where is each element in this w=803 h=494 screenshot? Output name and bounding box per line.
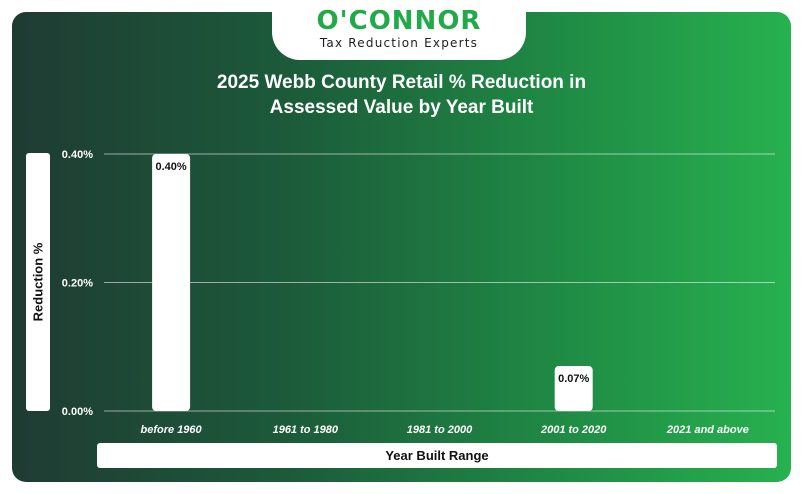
x-tick-label: 1981 to 2000 [407,424,473,436]
y-tick-label: 0.20% [62,278,93,290]
chart-card [12,12,791,482]
y-tick-label: 0.00% [62,406,93,418]
x-tick-label: 2021 and above [666,424,749,436]
y-axis-label-box [26,153,50,411]
x-axis-label: Year Built Range [385,448,489,463]
data-label: 0.07% [558,373,589,385]
logo-tab: O'CONNOR Tax Reduction Experts [272,0,526,60]
x-tick-label: before 1960 [141,424,203,436]
brand-tagline: Tax Reduction Experts [319,36,479,50]
x-tick-label: 1961 to 1980 [273,424,339,436]
data-label: 0.40% [155,161,186,173]
y-tick-label: 0.40% [62,149,93,161]
x-tick-label: 2001 to 2020 [540,424,607,436]
brand-logo: O'CONNOR [316,6,482,36]
chart-title-line-1: 2025 Webb County Retail % Reduction in [216,72,587,93]
x-axis-label-box [97,443,777,468]
chart-title: 2025 Webb County Retail % Reduction in A… [0,70,803,120]
bar [152,154,191,411]
bar [554,366,593,411]
chart-title-line-2: Assessed Value by Year Built [269,97,534,118]
